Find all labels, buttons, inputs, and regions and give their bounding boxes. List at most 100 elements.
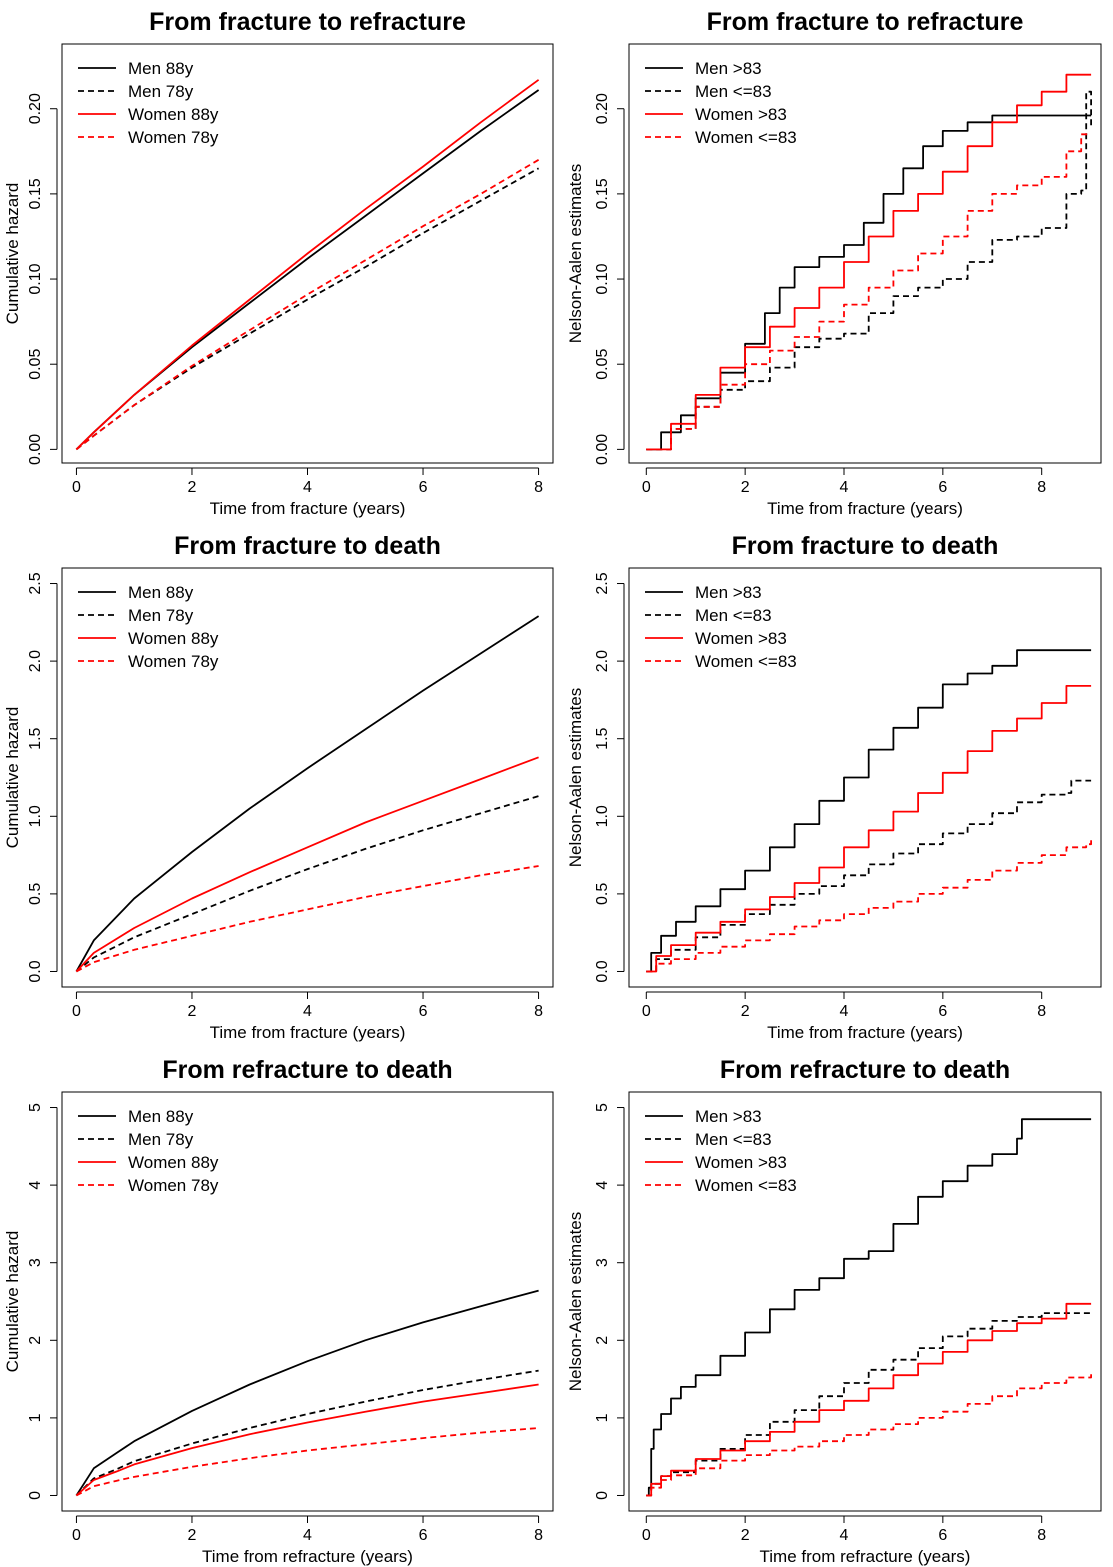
y-tick-label: 1.0 bbox=[594, 805, 611, 827]
y-tick-label: 1.5 bbox=[27, 727, 44, 749]
chart-panel-6: From refracture to death 0 2 4 6 8 Time from r… bbox=[566, 1056, 1102, 1566]
legend-entry: Women >83 bbox=[695, 629, 787, 648]
x-tick-label: 4 bbox=[303, 1003, 312, 1020]
y-tick-label: 0.15 bbox=[594, 178, 611, 209]
legend-entry: Women 78y bbox=[128, 1176, 219, 1195]
series-line-2 bbox=[646, 779, 1092, 973]
x-tick-label: 4 bbox=[840, 1003, 849, 1020]
legend-entry: Women >83 bbox=[695, 1153, 787, 1172]
y-tick-label: 0.00 bbox=[594, 434, 611, 465]
legend-entry: Men <=83 bbox=[695, 1130, 772, 1149]
legend-entry: Men <=83 bbox=[695, 606, 772, 625]
legend-entry: Women <=83 bbox=[695, 1176, 797, 1195]
series-line-2 bbox=[75, 1369, 539, 1497]
x-axis-label: Time from refracture (years) bbox=[202, 1547, 413, 1566]
x-tick-label: 6 bbox=[938, 479, 947, 496]
x-tick-label: 2 bbox=[741, 1527, 750, 1544]
x-tick-label: 8 bbox=[1037, 1003, 1046, 1020]
series-line-1 bbox=[646, 649, 1092, 973]
series-line-4 bbox=[646, 836, 1092, 973]
chart-panel-1: From fracture to refracture 0 2 4 6 8 Time fro… bbox=[3, 8, 554, 518]
series-line-3 bbox=[646, 73, 1092, 451]
x-tick-label: 8 bbox=[534, 1003, 543, 1020]
series-line-4 bbox=[75, 1427, 539, 1497]
series-line-1 bbox=[646, 114, 1092, 451]
y-tick-label: 4 bbox=[27, 1181, 44, 1190]
plot-frame bbox=[61, 43, 554, 464]
legend-entry: Men 88y bbox=[128, 583, 194, 602]
y-tick-label: 5 bbox=[594, 1103, 611, 1112]
legend-entry: Women 78y bbox=[128, 128, 219, 147]
y-tick-label: 2.0 bbox=[594, 650, 611, 672]
legend-entry: Women 88y bbox=[128, 629, 219, 648]
legend-entry: Men 78y bbox=[128, 1130, 194, 1149]
y-axis-label: Cumulative hazard bbox=[3, 707, 22, 849]
x-tick-label: 0 bbox=[72, 479, 81, 496]
series-line-2 bbox=[75, 795, 539, 973]
series-line-1 bbox=[646, 1118, 1092, 1497]
series-line-2 bbox=[646, 90, 1092, 451]
x-tick-label: 2 bbox=[188, 1003, 197, 1020]
x-tick-label: 2 bbox=[741, 1003, 750, 1020]
x-tick-label: 4 bbox=[303, 1527, 312, 1544]
y-tick-label: 0.10 bbox=[27, 263, 44, 294]
x-tick-label: 8 bbox=[534, 479, 543, 496]
y-tick-label: 0 bbox=[594, 1491, 611, 1500]
y-tick-label: 0.15 bbox=[27, 178, 44, 209]
legend-entry: Women <=83 bbox=[695, 652, 797, 671]
y-tick-label: 0.05 bbox=[594, 349, 611, 380]
legend-entry: Men <=83 bbox=[695, 82, 772, 101]
x-tick-label: 8 bbox=[534, 1527, 543, 1544]
legend-entry: Men 88y bbox=[128, 59, 194, 78]
y-tick-label: 0.20 bbox=[27, 93, 44, 124]
x-tick-label: 0 bbox=[642, 1003, 651, 1020]
x-tick-label: 0 bbox=[642, 1527, 651, 1544]
y-tick-label: 2.5 bbox=[594, 572, 611, 594]
y-tick-label: 0.0 bbox=[594, 960, 611, 982]
y-tick-label: 0.5 bbox=[594, 883, 611, 905]
y-tick-label: 0 bbox=[27, 1491, 44, 1500]
x-tick-label: 0 bbox=[72, 1527, 81, 1544]
plot-frame bbox=[628, 43, 1102, 464]
series-line-2 bbox=[646, 1312, 1092, 1497]
y-tick-label: 1.5 bbox=[594, 727, 611, 749]
y-tick-label: 2.0 bbox=[27, 650, 44, 672]
legend-entry: Women 78y bbox=[128, 652, 219, 671]
x-tick-label: 6 bbox=[938, 1527, 947, 1544]
x-tick-label: 0 bbox=[72, 1003, 81, 1020]
y-tick-label: 0.5 bbox=[27, 883, 44, 905]
y-axis-label: Cumulative hazard bbox=[3, 183, 22, 325]
series-line-4 bbox=[75, 865, 539, 973]
plot-frame bbox=[61, 1091, 554, 1512]
y-tick-label: 1.0 bbox=[27, 805, 44, 827]
legend-entry: Men >83 bbox=[695, 59, 762, 78]
y-tick-label: 4 bbox=[594, 1181, 611, 1190]
series-line-2 bbox=[75, 167, 540, 451]
y-tick-label: 2 bbox=[594, 1336, 611, 1345]
chart-title: From refracture to death bbox=[162, 1056, 452, 1084]
x-tick-label: 4 bbox=[840, 479, 849, 496]
chart-panel-5: From refracture to death 0 2 4 6 8 Time from r… bbox=[3, 1056, 554, 1566]
y-tick-label: 0.0 bbox=[27, 960, 44, 982]
y-tick-label: 2.5 bbox=[27, 572, 44, 594]
y-tick-label: 0.05 bbox=[27, 349, 44, 380]
x-tick-label: 8 bbox=[1037, 1527, 1046, 1544]
x-tick-label: 2 bbox=[741, 479, 750, 496]
y-axis-label: Nelson-Aalen estimates bbox=[566, 1212, 585, 1392]
x-tick-label: 6 bbox=[419, 479, 428, 496]
series-line-1 bbox=[75, 1289, 539, 1496]
series-line-3 bbox=[646, 1302, 1092, 1497]
plot-frame bbox=[628, 1091, 1102, 1512]
y-tick-label: 0.20 bbox=[594, 93, 611, 124]
legend-entry: Men 78y bbox=[128, 606, 194, 625]
x-axis-label: Time from fracture (years) bbox=[767, 499, 963, 518]
y-tick-label: 5 bbox=[27, 1103, 44, 1112]
series-line-4 bbox=[646, 1372, 1092, 1497]
x-axis-label: Time from fracture (years) bbox=[210, 499, 406, 518]
chart-panel-2: From fracture to refracture 0 2 4 6 8 Time fro… bbox=[566, 8, 1102, 518]
y-tick-label: 3 bbox=[27, 1258, 44, 1267]
series-line-1 bbox=[75, 615, 540, 972]
x-tick-label: 8 bbox=[1037, 479, 1046, 496]
chart-title: From fracture to refracture bbox=[707, 8, 1024, 36]
